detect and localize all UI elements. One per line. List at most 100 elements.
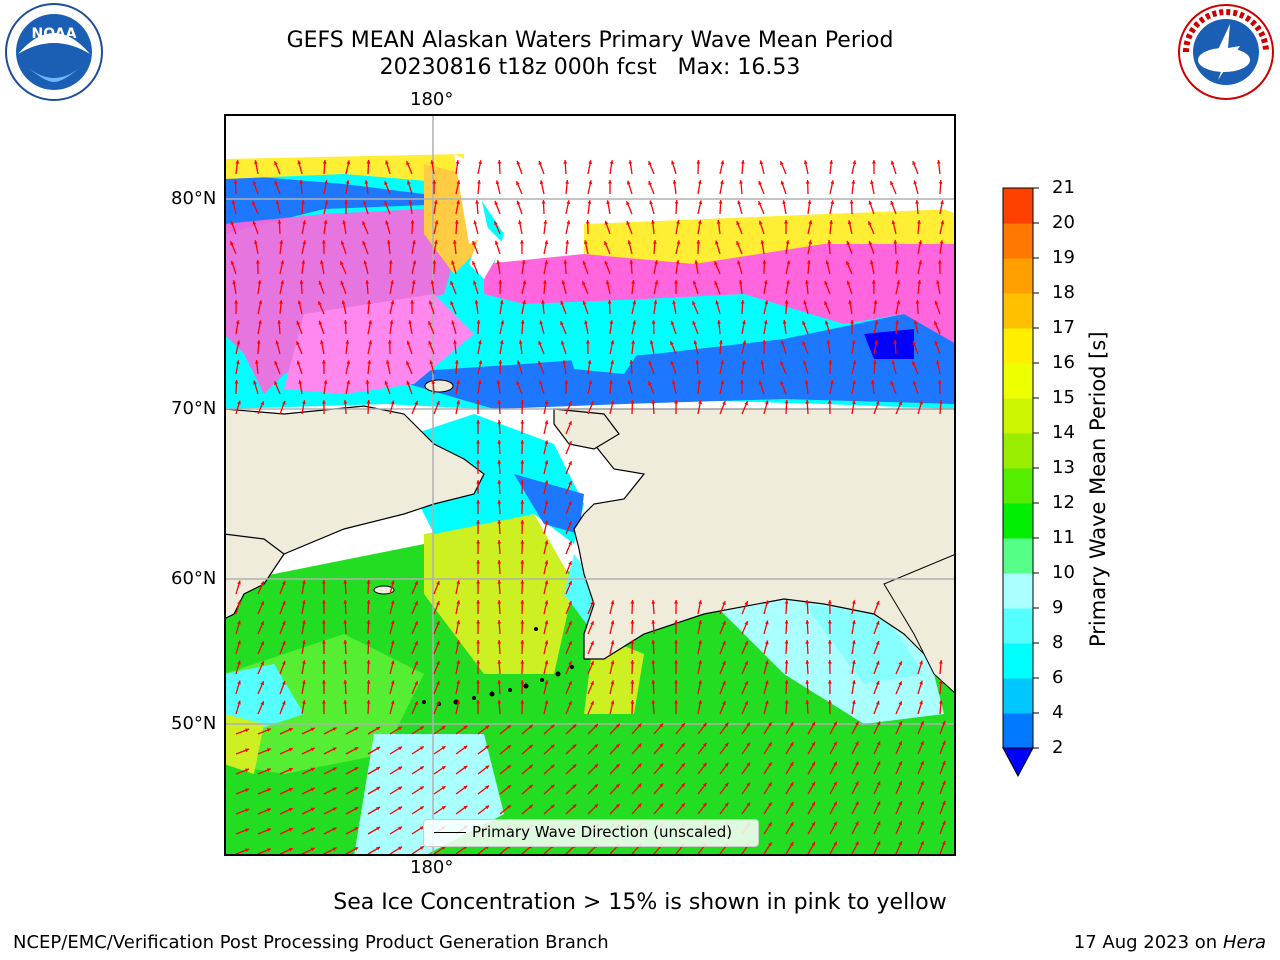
wave-direction-arrowhead <box>497 400 502 404</box>
wave-direction-arrowhead <box>441 766 446 770</box>
wave-direction-arrowhead <box>390 680 395 685</box>
wave-direction-arrowhead <box>362 221 366 226</box>
footer-machine: Hera <box>1222 932 1266 953</box>
wave-direction-arrowhead <box>436 661 440 665</box>
wave-direction-arrowhead <box>629 360 634 364</box>
wave-direction-arrowhead <box>453 340 457 344</box>
wave-direction-arrowhead <box>560 340 565 345</box>
wave-direction-arrowhead <box>637 743 642 748</box>
wave-direction-arrowhead <box>354 787 359 791</box>
wave-direction-arrowhead <box>475 200 479 204</box>
wave-direction-arrowhead <box>568 601 572 605</box>
wave-direction-arrowhead <box>267 768 271 772</box>
wave-direction-arrowhead <box>789 802 794 807</box>
wave-direction-arrowhead <box>740 380 744 384</box>
wave-direction-arrowhead <box>516 381 520 385</box>
wave-direction-arrowhead <box>398 726 402 731</box>
wave-direction-arrowhead <box>544 600 549 605</box>
wave-direction-arrowhead <box>568 501 572 505</box>
wave-direction-arrowhead <box>768 822 772 827</box>
wave-direction-arrowhead <box>354 747 359 751</box>
wave-direction-arrowhead <box>494 221 498 226</box>
wave-direction-arrowhead <box>784 220 788 224</box>
wave-direction-arrowhead <box>282 640 286 645</box>
wave-direction-arrowhead <box>279 300 283 304</box>
wave-direction-arrowhead <box>254 360 259 364</box>
wave-direction-arrowhead <box>829 220 833 224</box>
wave-direction-arrowhead <box>406 340 411 345</box>
lat-label-80: 80°N <box>171 188 217 209</box>
wave-direction-arrowhead <box>670 320 675 325</box>
wave-direction-arrowhead <box>497 600 502 604</box>
wave-direction-arrowhead <box>566 200 571 205</box>
wave-direction-arrowhead <box>651 660 656 664</box>
wave-direction-arrowhead <box>538 160 543 165</box>
wave-direction-arrowhead <box>564 380 569 384</box>
wave-direction-arrowhead <box>343 400 348 404</box>
wave-direction-arrowhead <box>724 722 729 727</box>
wave-direction-arrowhead <box>568 401 572 405</box>
wave-direction-arrowhead <box>876 761 881 766</box>
wave-direction-arrowhead <box>824 281 828 285</box>
wave-direction-arrowhead <box>366 160 371 164</box>
wave-direction-arrowhead <box>855 821 859 826</box>
wave-direction-arrowhead <box>310 807 315 812</box>
wave-direction-arrowhead <box>419 766 424 770</box>
wave-direction-arrowhead <box>302 240 307 245</box>
wave-direction-arrowhead <box>610 340 615 345</box>
wave-direction-arrowhead <box>895 320 899 324</box>
wave-direction-arrowhead <box>260 701 264 706</box>
wave-direction-arrowhead <box>717 320 721 324</box>
wave-direction-arrowhead <box>463 805 468 810</box>
wave-direction-arrowhead <box>340 261 344 266</box>
wave-direction-arrowhead <box>939 680 943 684</box>
wave-direction-arrowhead <box>811 821 815 826</box>
wave-direction-arrowhead <box>234 380 239 384</box>
wave-direction-arrowhead <box>322 620 326 624</box>
wave-direction-arrowhead <box>520 600 525 604</box>
wave-direction-arrowhead <box>851 660 856 664</box>
colorbar-band <box>1003 678 1033 714</box>
wave-direction-arrowhead <box>499 300 504 304</box>
wave-direction-arrowhead <box>722 621 726 625</box>
wave-direction-arrowhead <box>833 721 837 726</box>
wave-direction-arrowhead <box>610 660 615 665</box>
wave-direction-arrowhead <box>917 220 921 224</box>
wave-direction-arrowhead <box>520 560 525 564</box>
wave-direction-arrowhead <box>454 360 459 364</box>
wave-direction-arrowhead <box>919 660 923 665</box>
wave-direction-arrowhead <box>267 848 271 852</box>
wave-direction-arrowhead <box>649 340 654 345</box>
wave-direction-arrowhead <box>231 200 236 205</box>
footer-organization: NCEP/EMC/Verification Post Processing Pr… <box>13 932 609 953</box>
wave-direction-arrowhead <box>607 300 612 304</box>
wave-direction-arrowhead <box>431 380 436 384</box>
wave-direction-arrowhead <box>310 767 315 772</box>
wave-direction-arrowhead <box>366 580 371 584</box>
wave-direction-arrowhead <box>476 460 480 464</box>
wave-direction-arrowhead <box>275 340 280 345</box>
wave-direction-arrowhead <box>659 743 664 748</box>
wave-direction-arrowhead <box>672 300 676 305</box>
wave-direction-arrowhead <box>496 260 501 264</box>
wave-direction-arrowhead <box>811 761 815 766</box>
wave-direction-arrowhead <box>649 200 653 205</box>
wave-direction-arrowhead <box>722 681 726 685</box>
wave-direction-arrowhead <box>258 300 263 305</box>
wave-direction-arrowhead <box>594 744 598 748</box>
sea-ice-east <box>484 219 955 344</box>
wave-direction-arrowhead <box>390 280 394 285</box>
wave-direction-arrowhead <box>390 700 395 705</box>
wave-direction-arrowhead <box>890 381 894 385</box>
wave-direction-arrowhead <box>332 787 337 791</box>
wave-direction-arrowhead <box>764 600 769 605</box>
wave-direction-arrowhead <box>235 320 240 324</box>
wave-direction-arrowhead <box>724 762 729 767</box>
wave-direction-arrowhead <box>252 180 257 185</box>
wave-direction-arrowhead <box>538 341 542 345</box>
wave-direction-arrowhead <box>651 400 656 404</box>
wave-direction-arrowhead <box>463 745 468 750</box>
wave-direction-arrowhead <box>805 700 810 704</box>
wave-direction-arrowhead <box>876 741 881 746</box>
wave-direction-arrowhead <box>253 380 257 385</box>
